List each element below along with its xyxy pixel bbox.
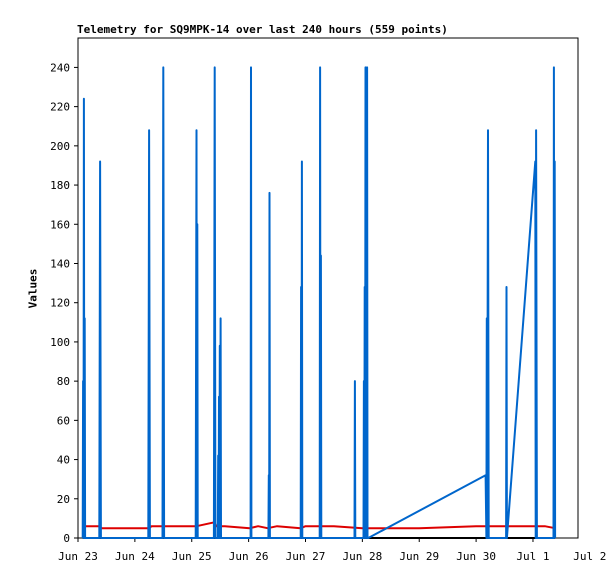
- y-axis: 0 20 40 60 80 100 120 140 160 180 200 220 240: [50, 61, 78, 545]
- x-tick-label: Jun 26: [229, 550, 269, 563]
- y-tick-label: 120: [50, 297, 70, 310]
- x-tick-label: Jun 24: [115, 550, 155, 563]
- x-tick-label: Jun 28: [342, 550, 382, 563]
- x-tick-label: Jul 1: [516, 550, 549, 563]
- x-tick-label: Jun 25: [172, 550, 212, 563]
- y-tick-label: 200: [50, 140, 70, 153]
- y-tick-label: 240: [50, 61, 70, 74]
- y-tick-label: 80: [57, 375, 70, 388]
- y-tick-label: 140: [50, 257, 70, 270]
- y-tick-label: 160: [50, 218, 70, 231]
- y-tick-label: 100: [50, 336, 70, 349]
- plot-frame: [77, 37, 579, 539]
- x-tick-label: Jun 30: [456, 550, 496, 563]
- series-layer: [81, 66, 557, 539]
- chart-title: Telemetry for SQ9MPK-14 over last 240 ho…: [77, 23, 448, 36]
- y-tick-label: 60: [57, 414, 70, 427]
- y-tick-label: 0: [63, 532, 70, 545]
- x-tick-label: Jul 2: [573, 550, 606, 563]
- x-tick-label: Jun 27: [286, 550, 326, 563]
- x-axis: Jun 23 Jun 24 Jun 25 Jun 26 Jun 27 Jun 28 Jun …: [58, 538, 606, 563]
- x-tick-label: Jun 29: [399, 550, 439, 563]
- series-line-1: [81, 66, 557, 539]
- x-tick-label: Jun 23: [58, 550, 98, 563]
- y-tick-label: 20: [57, 493, 70, 506]
- y-tick-label: 180: [50, 179, 70, 192]
- y-tick-label: 40: [57, 454, 70, 467]
- y-tick-label: 220: [50, 101, 70, 114]
